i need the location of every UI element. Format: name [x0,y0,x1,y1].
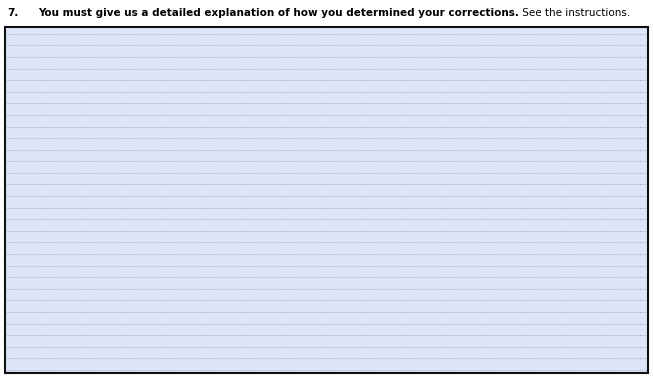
Text: You must give us a detailed explanation of how you determined your corrections.: You must give us a detailed explanation … [38,8,519,18]
Text: 7.: 7. [7,8,18,18]
FancyBboxPatch shape [5,27,648,373]
Text: See the instructions.: See the instructions. [519,8,630,18]
